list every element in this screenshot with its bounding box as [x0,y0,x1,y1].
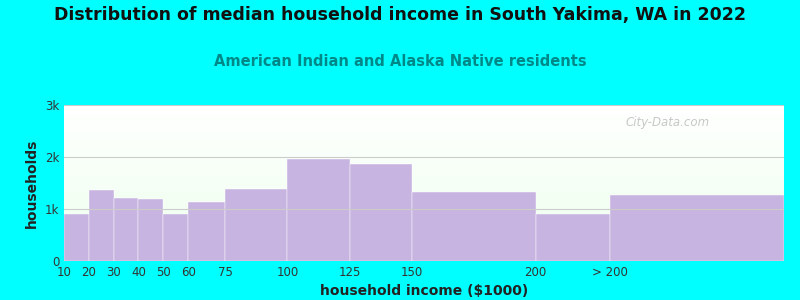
Bar [411,192,536,261]
Bar [226,189,287,261]
Bar [89,190,114,261]
Bar [287,159,350,261]
Y-axis label: households: households [26,138,39,228]
Bar [350,164,411,261]
Text: Distribution of median household income in South Yakima, WA in 2022: Distribution of median household income … [54,6,746,24]
Text: City-Data.com: City-Data.com [626,116,710,129]
Bar [64,214,89,261]
X-axis label: household income ($1000): household income ($1000) [320,284,528,298]
Bar [114,198,138,261]
Bar [138,199,163,261]
Bar [188,202,226,261]
Bar [536,214,610,261]
Bar [610,196,784,261]
Text: American Indian and Alaska Native residents: American Indian and Alaska Native reside… [214,54,586,69]
Bar [163,214,188,261]
